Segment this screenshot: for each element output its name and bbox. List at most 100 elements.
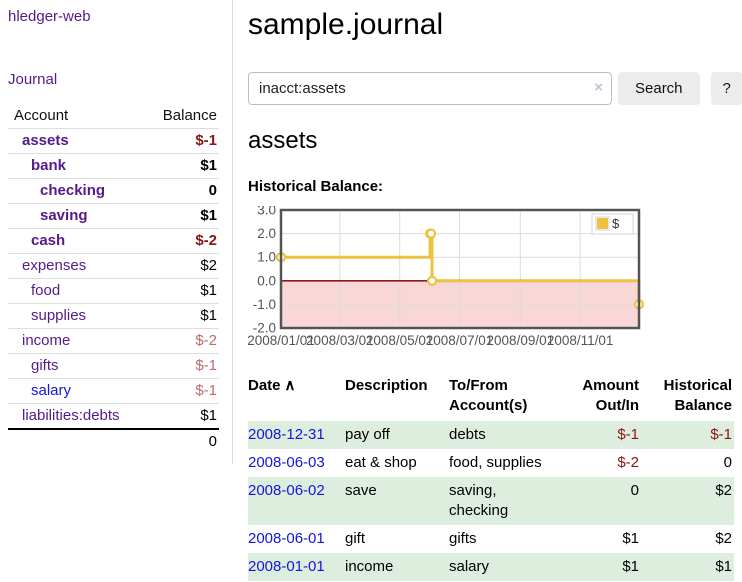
account-link-cash[interactable]: cash [31, 232, 66, 249]
transaction-date-link[interactable]: 2008-06-03 [248, 454, 325, 471]
account-link-food[interactable]: food [31, 282, 61, 299]
x-tick-label: 2008/03/01 [306, 333, 374, 348]
account-link-expenses[interactable]: expenses [22, 257, 87, 274]
transaction-balance: $1 [649, 553, 734, 581]
transaction-description: save [345, 477, 449, 525]
help-button[interactable]: ? [710, 72, 742, 105]
register-column-to-from-account-s-: To/From Account(s) [449, 373, 567, 421]
account-link-bank[interactable]: bank [31, 157, 67, 174]
account-balance: $2 [143, 253, 219, 279]
transaction-date-cell: 2008-12-31 [248, 421, 345, 449]
transaction-description: income [345, 553, 449, 581]
legend-label: $ [612, 216, 620, 231]
account-row: expenses $2 [8, 253, 219, 279]
account-row: income $-2 [8, 328, 219, 354]
transaction-description: pay off [345, 421, 449, 449]
account-row: bank $1 [8, 153, 219, 179]
transaction-date-cell: 2008-01-01 [248, 553, 345, 581]
register-column-amount-out-in: Amount Out/In [567, 373, 649, 421]
page-title: sample.journal [248, 8, 444, 41]
account-balance: 0 [143, 178, 219, 204]
account-link-salary[interactable]: salary [31, 382, 72, 399]
account-link-assets[interactable]: assets [22, 132, 69, 149]
transaction-date-cell: 2008-06-01 [248, 525, 345, 553]
register-column-label: Historical Balance [663, 377, 732, 414]
register-column-label: Amount Out/In [582, 377, 639, 414]
account-link-gifts[interactable]: gifts [31, 357, 59, 374]
transaction-accounts: debts [449, 421, 567, 449]
search-button[interactable]: Search [618, 72, 700, 105]
account-row: cash $-2 [8, 228, 219, 254]
sidebar: hledger-web Journal Account Balance asse… [0, 0, 233, 464]
y-tick-label: -1.0 [253, 297, 276, 312]
account-link-checking[interactable]: checking [40, 182, 106, 199]
register-column-label: Date [248, 377, 281, 394]
register-column-label: Description [345, 377, 428, 394]
account-balance: $1 [143, 303, 219, 329]
accounts-total-row: 0 [8, 428, 219, 454]
account-balance: $1 [143, 278, 219, 304]
account-link-supplies[interactable]: supplies [31, 307, 87, 324]
account-row: liabilities:debts $1 [8, 403, 219, 429]
transaction-date-link[interactable]: 2008-06-02 [248, 482, 325, 499]
data-point-marker [426, 275, 438, 286]
register-row: 2008-06-01 gift gifts $1 $2 [248, 525, 734, 553]
y-tick-label: 0.0 [257, 273, 276, 288]
account-heading: assets [248, 127, 318, 154]
transaction-date-link[interactable]: 2008-12-31 [248, 426, 325, 443]
account-link-income[interactable]: income [22, 332, 71, 349]
balance-chart-svg: $3.0 2.0 1.0 0.0 -1.0 -2.02008/01/012008/03/0… [247, 203, 645, 348]
transaction-date-link[interactable]: 2008-01-01 [248, 558, 325, 575]
transaction-date-link[interactable]: 2008-06-01 [248, 530, 325, 547]
x-tick-label: 2008/07/01 [426, 333, 494, 348]
account-row: assets $-1 [8, 128, 219, 154]
account-row: checking 0 [8, 178, 219, 204]
transaction-description: eat & shop [345, 454, 417, 471]
clear-search-icon[interactable]: × [594, 79, 603, 96]
balance-chart: $3.0 2.0 1.0 0.0 -1.0 -2.0 2008/01/01 2008/03/0… [247, 203, 742, 360]
account-balance: $-2 [143, 228, 219, 254]
y-tick-label: 2.0 [257, 226, 276, 241]
accounts-header-row: Account Balance [8, 104, 219, 129]
chart-label: Historical Balance: [248, 178, 384, 195]
accounts-table: Account Balance assets $-1 bank $1 checking 0… [8, 104, 219, 454]
account-link-liabilities-debts[interactable]: liabilities:debts [22, 407, 120, 424]
transaction-accounts: gifts [449, 530, 477, 547]
transaction-amount: $-1 [567, 421, 649, 449]
data-point-marker [425, 228, 437, 239]
transaction-balance: 0 [723, 454, 732, 471]
transaction-accounts: salary [449, 553, 567, 581]
transaction-balance: $2 [649, 477, 734, 525]
sort-ascending-icon[interactable]: ∧ [284, 377, 296, 394]
transaction-description: gift [345, 530, 366, 547]
y-tick-label: 3.0 [257, 206, 276, 218]
transaction-accounts: saving, checking [449, 477, 567, 525]
brand-link[interactable]: hledger-web [8, 8, 91, 25]
account-balance: $1 [143, 203, 219, 229]
y-tick-label: 1.0 [257, 250, 276, 265]
accounts-total-spacer [8, 428, 144, 454]
account-row: food $1 [8, 278, 219, 304]
register-header-row: Date ∧ Description To/From Account(s) Amount… [248, 373, 734, 421]
account-balance: $-2 [143, 328, 219, 354]
search-input[interactable] [248, 72, 612, 105]
transaction-amount: $1 [567, 553, 649, 581]
account-balance: $-1 [143, 378, 219, 404]
sidebar-item-journal[interactable]: Journal [8, 71, 58, 88]
account-row: gifts $-1 [8, 353, 219, 379]
account-balance: $-1 [143, 128, 219, 154]
transaction-amount: $-2 [617, 454, 639, 471]
transaction-balance: $2 [715, 530, 732, 547]
register-column-label: To/From Account(s) [449, 377, 528, 414]
account-link-saving[interactable]: saving [40, 207, 88, 224]
account-balance: $1 [143, 403, 219, 429]
register-column-date[interactable]: Date ∧ [248, 373, 345, 421]
transaction-accounts: food, supplies [449, 454, 542, 471]
x-tick-label: 2008/05/01 [366, 333, 434, 348]
register-column-description: Description [345, 373, 449, 421]
account-row: supplies $1 [8, 303, 219, 329]
register-row: 2008-12-31 pay off debts $-1 $-1 [248, 421, 734, 449]
account-row: saving $1 [8, 203, 219, 229]
plot-border [279, 208, 641, 330]
